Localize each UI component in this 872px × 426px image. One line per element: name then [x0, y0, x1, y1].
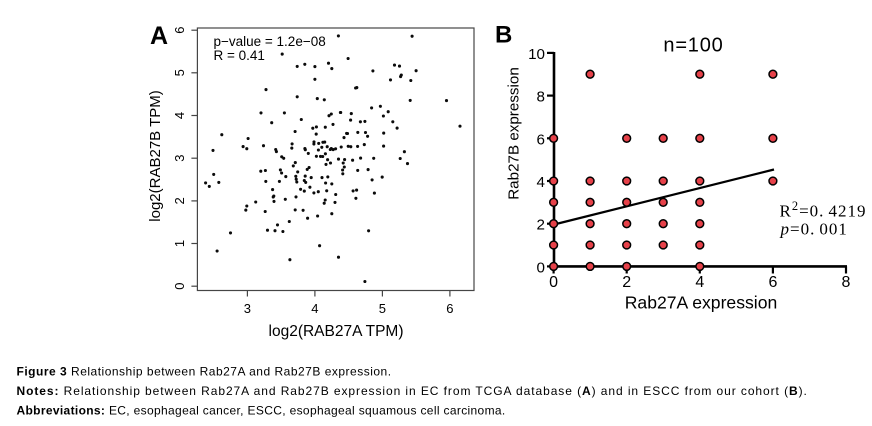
- svg-text:Abbreviations: EC, esophageal: Abbreviations: EC, esophageal cancer, ES…: [17, 404, 506, 418]
- svg-text:8: 8: [537, 89, 545, 106]
- svg-text:2: 2: [172, 197, 187, 204]
- svg-text:p−value = 1.2e−08: p−value = 1.2e−08: [214, 34, 326, 49]
- svg-text:4: 4: [695, 274, 704, 291]
- svg-text:8: 8: [842, 274, 851, 291]
- svg-text:4: 4: [537, 174, 545, 191]
- svg-text:6: 6: [537, 131, 545, 148]
- svg-text:4: 4: [311, 301, 318, 316]
- svg-text:4: 4: [172, 112, 187, 119]
- svg-text:2: 2: [537, 217, 545, 234]
- svg-text:6: 6: [446, 301, 453, 316]
- svg-text:n=100: n=100: [663, 35, 723, 57]
- svg-text:10: 10: [528, 46, 545, 63]
- svg-text:3: 3: [244, 301, 251, 316]
- svg-text:log2(RAB27B TPM): log2(RAB27B TPM): [147, 90, 164, 221]
- svg-text:R2=0.4219: R2=0. 4219: [780, 199, 867, 221]
- svg-text:R = 0.41: R = 0.41: [214, 48, 265, 63]
- svg-text:3: 3: [172, 155, 187, 162]
- svg-text:5: 5: [172, 69, 187, 76]
- svg-text:B: B: [495, 22, 512, 49]
- svg-text:Notes: Relationship between Ra: Notes: Relationship between Rab27A and R…: [17, 384, 808, 398]
- svg-text:log2(RAB27A TPM): log2(RAB27A TPM): [269, 323, 404, 340]
- svg-text:0: 0: [172, 283, 187, 290]
- svg-text:p=0.001: p=0. 001: [780, 220, 848, 239]
- svg-text:0: 0: [537, 259, 545, 276]
- svg-text:6: 6: [172, 27, 187, 34]
- svg-text:A: A: [150, 22, 168, 50]
- svg-text:1: 1: [172, 240, 187, 247]
- svg-text:2: 2: [622, 274, 631, 291]
- svg-text:Rab27B expression: Rab27B expression: [506, 67, 523, 200]
- svg-text:5: 5: [379, 301, 386, 316]
- svg-text:Rab27A expression: Rab27A expression: [625, 293, 778, 313]
- svg-text:0: 0: [549, 274, 558, 291]
- svg-text:6: 6: [768, 274, 777, 291]
- svg-text:Figure 3 Relationship between: Figure 3 Relationship between Rab27A and…: [17, 365, 392, 379]
